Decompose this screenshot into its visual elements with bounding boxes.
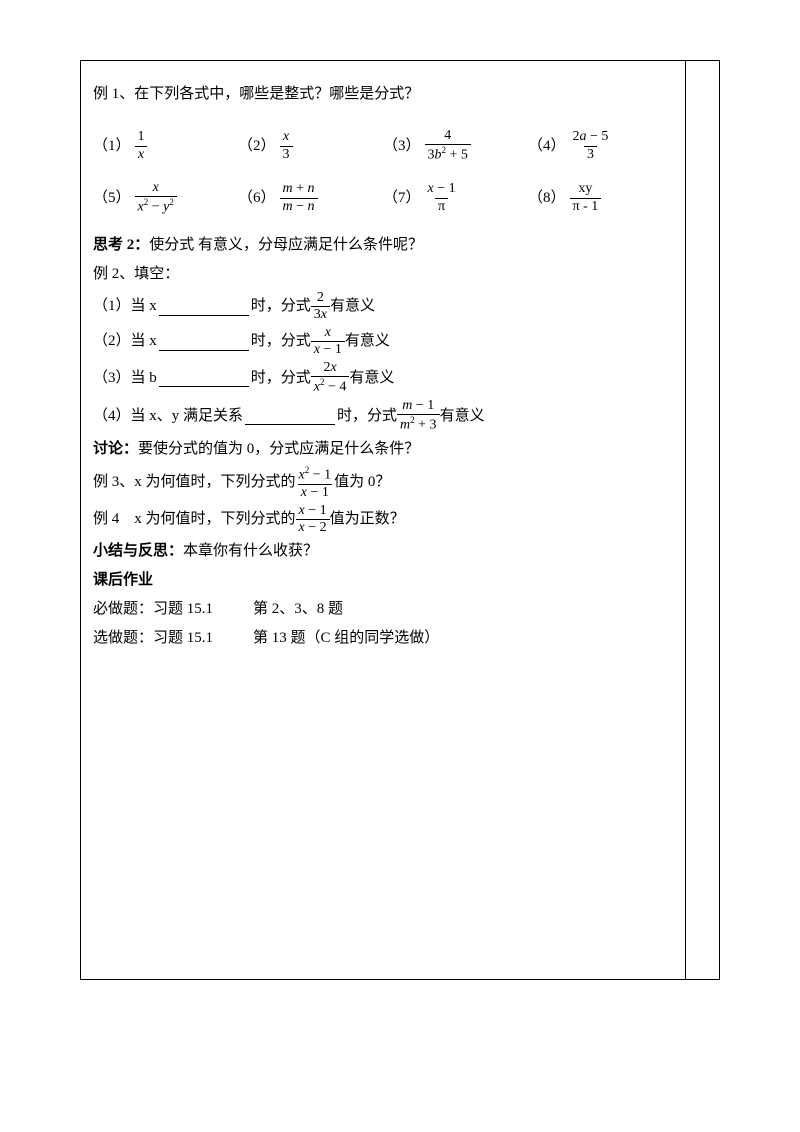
ex1-label-2: （2） [238,128,276,164]
blank-1 [159,298,249,316]
frac-1: 1x [135,129,148,162]
ex2-title: 例 2、填空： [93,261,673,288]
blank-4 [245,407,335,425]
ex2-item-1: （1）当 x时，分式23x有意义 [93,290,673,323]
frac-7: x − 1π [425,181,459,214]
ex2-item-3: （3）当 b时，分式2xx2 − 4有意义 [93,360,673,396]
ex1-label-8: （8） [528,180,566,216]
frac-2: x3 [280,129,293,162]
main-content-cell: 例 1、在下列各式中，哪些是整式？哪些是分式？ （1）1x （2）x3 （3）4… [81,61,686,980]
ex4: 例 4 x 为何值时，下列分式的x − 1x − 2值为正数？ [93,503,673,536]
homework-required: 必做题：习题 15.1第 2、3、8 题 [93,596,673,623]
think2-label: 思考 2： [93,232,149,259]
summary-text: 本章你有什么收获？ [183,538,318,565]
blank-2 [159,333,249,351]
side-cell [686,61,720,980]
ex1-row2: （5）xx2 − y2 （6）m + nm − n （7）x − 1π （8）x… [93,180,673,216]
ex1-label-3: （3） [383,128,421,164]
ex3: 例 3、x 为何值时，下列分式的x2 − 1x − 1值为 0？ [93,465,673,501]
ex1-label-1: （1） [93,128,131,164]
think2: 思考 2：使分式 有意义，分母应满足什么条件呢？ [93,232,673,259]
summary-label: 小结与反思： [93,538,183,565]
frac-8: xyπ - 1 [570,181,602,214]
ex1-row1: （1）1x （2）x3 （3）43b2 + 5 （4）2a − 53 [93,128,673,164]
homework-optional: 选做题：习题 15.1第 13 题（C 组的同学选做） [93,625,673,652]
ex2-item-4: （4）当 x、y 满足关系时，分式m − 1m2 + 3有意义 [93,398,673,434]
think2-text: 使分式 有意义，分母应满足什么条件呢？ [149,232,423,259]
document-table: 例 1、在下列各式中，哪些是整式？哪些是分式？ （1）1x （2）x3 （3）4… [80,60,720,980]
frac-3: 43b2 + 5 [425,128,471,164]
blank-3 [159,369,249,387]
ex1-label-7: （7） [383,180,421,216]
ex1-label-5: （5） [93,180,131,216]
discuss: 讨论：要使分式的值为 0，分式应满足什么条件？ [93,436,673,463]
summary: 小结与反思：本章你有什么收获？ [93,538,673,565]
ex1-title: 例 1、在下列各式中，哪些是整式？哪些是分式？ [93,81,673,108]
ex1-label-4: （4） [528,128,566,164]
ex1-label-6: （6） [238,180,276,216]
frac-6: m + nm − n [280,181,318,214]
frac-5: xx2 − y2 [135,180,177,216]
ex2-item-2: （2）当 x时，分式xx − 1有意义 [93,325,673,358]
discuss-text: 要使分式的值为 0，分式应满足什么条件？ [138,436,419,463]
homework-title: 课后作业 [93,567,673,594]
frac-4: 2a − 53 [570,129,612,162]
discuss-label: 讨论： [93,436,138,463]
